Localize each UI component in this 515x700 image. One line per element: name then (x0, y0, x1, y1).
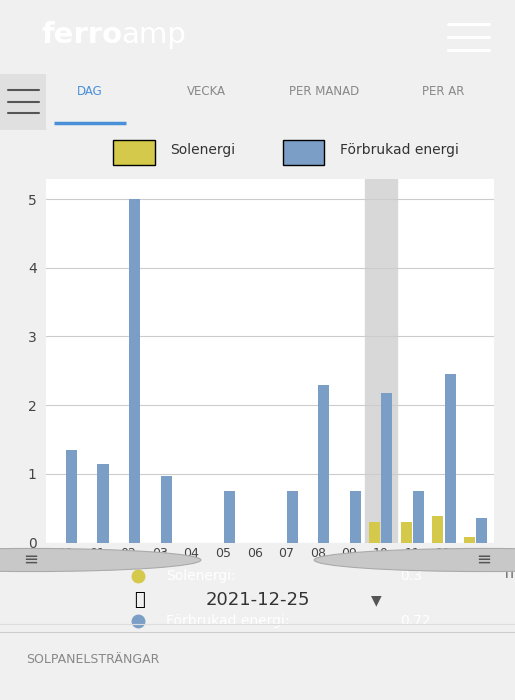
Bar (97, 463, 109, 542)
Bar (401, 522, 411, 543)
Text: amp: amp (121, 21, 186, 49)
Bar (318, 384, 330, 542)
Bar (413, 491, 424, 542)
Text: 📅: 📅 (134, 591, 144, 609)
Text: 0.3: 0.3 (401, 569, 422, 583)
Bar (432, 517, 443, 542)
Bar (129, 199, 140, 542)
Text: SOLPANELSTRÄNGAR: SOLPANELSTRÄNGAR (26, 653, 159, 666)
Text: 0.72: 0.72 (401, 615, 431, 629)
Text: Timm: Timm (503, 568, 515, 581)
Bar (365, 178, 397, 542)
Text: PER AR: PER AR (422, 85, 464, 98)
Bar (161, 476, 171, 542)
Text: Förbrukad energi:: Förbrukad energi: (166, 615, 289, 629)
Bar (287, 491, 298, 542)
Text: DAG: DAG (77, 85, 103, 98)
Bar (476, 519, 487, 543)
FancyBboxPatch shape (0, 74, 46, 130)
Bar (350, 491, 361, 542)
Text: ▼: ▼ (371, 593, 381, 607)
Bar (382, 393, 392, 542)
FancyBboxPatch shape (283, 140, 324, 165)
Text: 2021-12-25: 2021-12-25 (205, 591, 310, 609)
Text: Solenergi:: Solenergi: (166, 569, 235, 583)
Bar (224, 491, 235, 542)
Circle shape (0, 549, 201, 571)
Text: VECKA: VECKA (186, 85, 226, 98)
Text: PER MANAD: PER MANAD (289, 85, 359, 98)
Text: 11: 11 (138, 524, 159, 538)
Bar (66, 450, 77, 542)
FancyBboxPatch shape (113, 140, 154, 165)
Bar (369, 522, 380, 543)
Bar (464, 537, 475, 542)
Text: ≡: ≡ (476, 551, 492, 569)
Circle shape (314, 549, 515, 571)
Bar (444, 374, 456, 542)
Text: Solenergi: Solenergi (170, 144, 235, 158)
Text: Förbrukad energi: Förbrukad energi (340, 144, 459, 158)
Text: ferro: ferro (41, 21, 123, 49)
Text: ≡: ≡ (23, 551, 39, 569)
